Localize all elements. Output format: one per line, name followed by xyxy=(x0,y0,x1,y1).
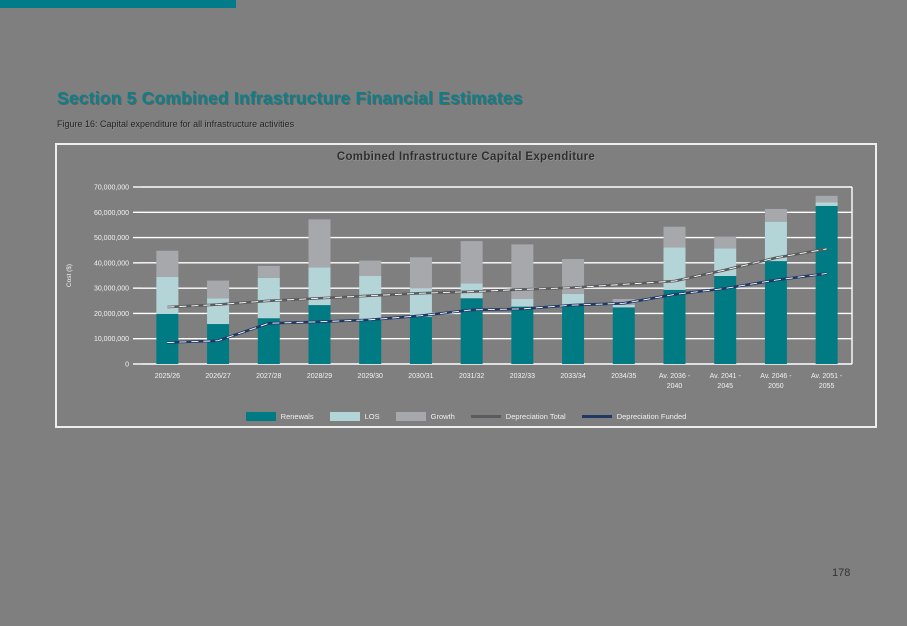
svg-text:2025/26: 2025/26 xyxy=(155,373,180,380)
chart-title: Combined Infrastructure Capital Expendit… xyxy=(336,151,596,163)
chart-canvas: 0 10,000,000 20,000,000 30,000,000 40,000,00… xyxy=(66,185,853,390)
svg-text:40,000,000: 40,000,000 xyxy=(94,260,129,267)
los-swatch-icon xyxy=(329,412,360,421)
svg-text:2032/33: 2032/33 xyxy=(510,373,535,380)
svg-text:70,000,000: 70,000,000 xyxy=(94,185,129,192)
svg-text:2031/32: 2031/32 xyxy=(459,373,484,380)
svg-text:2030/31: 2030/31 xyxy=(408,373,433,380)
legend-item-renewals: Renewals xyxy=(245,412,314,421)
legend-label-depreciation-total: Depreciation Total xyxy=(505,412,566,421)
page-number: 178 xyxy=(832,567,851,579)
svg-text:20,000,000: 20,000,000 xyxy=(94,311,129,318)
depreciation-total-line-icon xyxy=(470,415,501,418)
svg-text:Cost ($): Cost ($) xyxy=(66,264,73,287)
top-accent-bar xyxy=(0,0,236,8)
growth-swatch-icon xyxy=(395,412,426,421)
figure-caption: Figure 16: Capital expenditure for all i… xyxy=(57,119,295,129)
svg-text:2027/28: 2027/28 xyxy=(256,373,281,380)
legend-item-los: LOS xyxy=(329,412,380,421)
svg-text:2033/34: 2033/34 xyxy=(560,373,585,380)
svg-text:Av. 2036 -2040: Av. 2036 -2040 xyxy=(659,373,691,390)
legend-label-growth: Growth xyxy=(430,412,455,421)
svg-text:Av. 2041 -2045: Av. 2041 -2045 xyxy=(710,373,742,390)
chart-panel: 0 10,000,000 20,000,000 30,000,000 40,000,00… xyxy=(55,143,877,428)
svg-text:10,000,000: 10,000,000 xyxy=(94,336,129,343)
svg-text:30,000,000: 30,000,000 xyxy=(94,286,129,293)
legend-label-renewals: Renewals xyxy=(280,412,314,421)
renewals-swatch-icon xyxy=(245,412,276,421)
legend-label-depreciation-funded: Depreciation Funded xyxy=(616,412,687,421)
svg-text:50,000,000: 50,000,000 xyxy=(94,235,129,242)
svg-text:Av. 2051 -2055: Av. 2051 -2055 xyxy=(811,373,843,390)
svg-text:0: 0 xyxy=(125,362,129,369)
legend-item-growth: Growth xyxy=(395,412,455,421)
legend-item-depreciation-funded: Depreciation Funded xyxy=(581,412,687,421)
svg-text:Av. 2046 -2050: Av. 2046 -2050 xyxy=(760,373,792,390)
svg-text:2034/35: 2034/35 xyxy=(611,373,636,380)
svg-text:2026/27: 2026/27 xyxy=(205,373,230,380)
section-title: Section 5 Combined Infrastructure Financ… xyxy=(57,88,523,108)
svg-text:2029/30: 2029/30 xyxy=(358,373,383,380)
chart-legend: Renewals LOS Growth Depreciation Total D… xyxy=(57,412,875,421)
legend-label-los: LOS xyxy=(364,412,380,421)
svg-text:2028/29: 2028/29 xyxy=(307,373,332,380)
depreciation-funded-line-icon xyxy=(581,415,612,418)
svg-text:60,000,000: 60,000,000 xyxy=(94,210,129,217)
legend-item-depreciation-total: Depreciation Total xyxy=(470,412,566,421)
